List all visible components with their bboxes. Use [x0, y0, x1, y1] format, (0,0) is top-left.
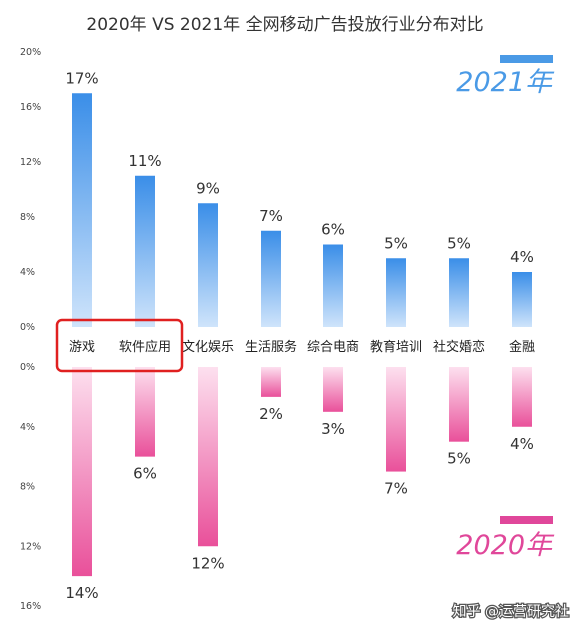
category-labels: 游戏 软件应用 文化娱乐 生活服务 综合电商 教育培训 社交婚恋 金融	[69, 339, 535, 355]
upper-y-tick-label: 20%	[20, 47, 41, 58]
bar-2020	[386, 367, 406, 472]
data-label-2020: 7%	[384, 480, 408, 498]
bar-2020	[323, 367, 343, 412]
category-label: 文化娱乐	[182, 340, 234, 355]
bar-2020	[449, 367, 469, 442]
data-label-2021: 9%	[196, 179, 220, 197]
category-label: 软件应用	[119, 339, 171, 355]
bar-2021	[198, 203, 218, 327]
data-label-2021: 11%	[128, 152, 161, 170]
upper-y-tick-label: 0%	[20, 322, 35, 333]
series-2021: 17% 11% 9% 7% 6% 5% 5% 4%	[65, 69, 534, 327]
bar-2020	[72, 367, 92, 577]
data-label-2020: 5%	[447, 450, 471, 468]
upper-y-tick-label: 8%	[20, 212, 35, 223]
watermark: 知乎 @运营研究社	[453, 603, 569, 620]
lower-y-axis: 0% 4% 8% 12% 16%	[20, 362, 41, 612]
category-label: 教育培训	[370, 339, 422, 355]
lower-y-tick-label: 16%	[20, 601, 41, 612]
lower-y-tick-label: 8%	[20, 482, 35, 493]
upper-y-axis: 0% 4% 8% 12% 16% 20%	[20, 47, 41, 333]
upper-y-tick-label: 16%	[20, 102, 41, 113]
data-label-2020: 14%	[65, 584, 98, 602]
bar-2021	[261, 230, 281, 327]
legend-label-2021: 2021年	[456, 67, 555, 98]
category-label: 社交婚恋	[433, 339, 485, 355]
legend-bar-2021	[500, 55, 553, 63]
bar-2020	[135, 367, 155, 457]
data-label-2021: 17%	[65, 69, 98, 87]
bar-2021	[323, 244, 343, 327]
bar-2021	[512, 272, 532, 327]
data-label-2021: 6%	[321, 221, 345, 239]
category-label: 金融	[509, 339, 535, 355]
data-label-2020: 6%	[133, 465, 157, 483]
highlight-box	[55, 318, 184, 373]
data-label-2021: 5%	[384, 234, 408, 252]
lower-y-tick-label: 0%	[20, 362, 35, 373]
bar-2021	[135, 175, 155, 327]
data-label-2020: 3%	[321, 420, 345, 438]
lower-y-tick-label: 4%	[20, 422, 35, 433]
bar-2020	[512, 367, 532, 427]
data-label-2021: 4%	[510, 248, 534, 266]
bar-2021	[386, 258, 406, 327]
chart-title: 2020年 VS 2021年 全网移动广告投放行业分布对比	[86, 15, 483, 35]
bar-2021	[72, 93, 92, 327]
bar-2021	[449, 258, 469, 327]
data-label-2021: 7%	[259, 207, 283, 225]
lower-y-tick-label: 12%	[20, 541, 41, 552]
category-label: 游戏	[69, 340, 95, 355]
data-label-2021: 5%	[447, 234, 471, 252]
category-label: 综合电商	[307, 340, 359, 355]
category-label: 生活服务	[245, 339, 297, 355]
upper-y-tick-label: 4%	[20, 267, 35, 278]
data-label-2020: 2%	[259, 405, 283, 423]
upper-y-tick-label: 12%	[20, 157, 41, 168]
bar-2020	[261, 367, 281, 397]
legend-label-2020: 2020年	[456, 530, 555, 561]
legend-bar-2020	[500, 516, 553, 524]
series-2020: 14% 6% 12% 2% 3% 7% 5% 4%	[65, 367, 534, 602]
bar-2020	[198, 367, 218, 547]
data-label-2020: 4%	[510, 435, 534, 453]
data-label-2020: 12%	[191, 554, 224, 572]
